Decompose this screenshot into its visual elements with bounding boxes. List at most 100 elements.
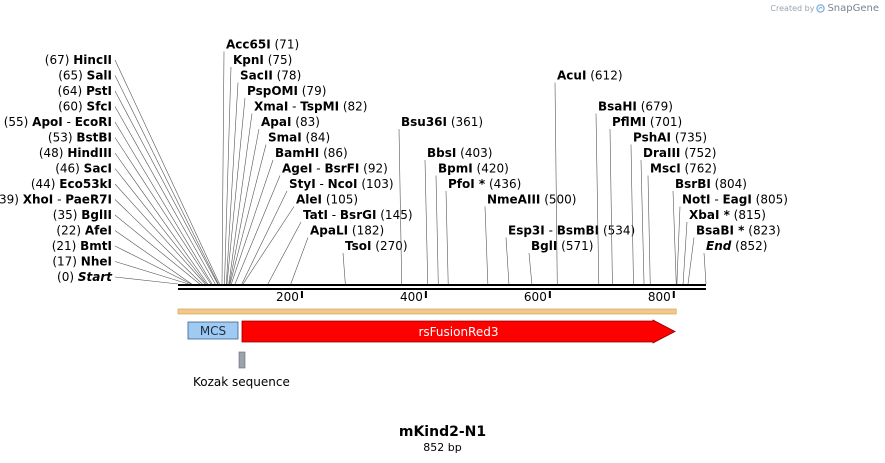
site-pshai[interactable]: PshAI (735)	[630, 131, 707, 285]
site-apoiecori[interactable]: (55) ApoI - EcoRI	[4, 115, 213, 285]
site-xmaitspmi[interactable]: XmaI - TspMI (82)	[228, 100, 368, 285]
svg-text:Acc65I (71): Acc65I (71)	[226, 38, 299, 52]
svg-text:(55) ApoI - EcoRI: (55) ApoI - EcoRI	[4, 115, 112, 129]
site-leader-line	[114, 90, 218, 285]
site-bbsi[interactable]: BbsI (403)	[424, 146, 492, 285]
site-leader-line	[424, 159, 429, 285]
site-nhei[interactable]: (17) NheI	[52, 255, 189, 285]
sequence-length: 852 bp	[423, 441, 462, 454]
site-name: MscI	[650, 162, 681, 176]
site-position: (46)	[55, 162, 83, 176]
site-bamhi[interactable]: BamHI (86)	[231, 146, 348, 285]
svg-text:(39) XhoI - PaeR7I: (39) XhoI - PaeR7I	[0, 193, 112, 207]
site-kpni[interactable]: KpnI (75)	[224, 53, 292, 285]
feature-shape	[187, 321, 239, 340]
site-position: (823)	[744, 224, 780, 238]
svg-text:(46) SacI: (46) SacI	[55, 162, 112, 176]
site-notieagi[interactable]: NotI - EagI (805)	[676, 193, 788, 285]
site-apali[interactable]: ApaLI (182)	[290, 224, 384, 285]
site-position: (762)	[681, 162, 717, 176]
site-nmeaiii[interactable]: NmeAIII (500)	[484, 193, 576, 285]
site-leader-line	[554, 82, 558, 285]
feature-rsfusionred3[interactable]: rsFusionRed3	[241, 319, 676, 344]
site-name: PstI	[86, 84, 112, 98]
site-bgli[interactable]: BglI (571)	[528, 239, 593, 285]
site-styincoi[interactable]: StyI - NcoI (103)	[241, 177, 394, 285]
site-pfoi[interactable]: PfoI * (436)	[445, 177, 521, 285]
site-bglii[interactable]: (35) BglII	[53, 208, 200, 285]
site-leader-line	[398, 128, 403, 285]
site-name: EcoRI	[75, 115, 112, 129]
site-bsu36i[interactable]: Bsu36I (361)	[398, 115, 483, 285]
site-sali[interactable]: (65) SalI	[58, 69, 219, 285]
site-position: (21)	[52, 239, 80, 253]
site-name: XbaI *	[689, 208, 731, 222]
site-sacii[interactable]: SacII (78)	[226, 69, 301, 285]
svg-text:End (852): End (852)	[706, 239, 767, 253]
site-position: (182)	[348, 224, 384, 238]
feature-kozak[interactable]: Kozak sequence	[193, 351, 290, 389]
site-start[interactable]: (0) Start	[57, 270, 179, 285]
site-bsahi[interactable]: BsaHI (679)	[595, 100, 673, 285]
svg-text:PfoI * (436): PfoI * (436)	[448, 177, 521, 191]
site-bsabi[interactable]: BsaBI * (823)	[687, 224, 781, 285]
site-acc65i[interactable]: Acc65I (71)	[221, 38, 299, 285]
site-bstbi[interactable]: (53) BstBI	[48, 131, 212, 285]
site-name: PflMI	[612, 115, 646, 129]
site-pspomi[interactable]: PspOMI (79)	[226, 84, 326, 285]
site-saci[interactable]: (46) SacI	[55, 162, 207, 285]
site-leader-line	[229, 144, 267, 285]
site-alei[interactable]: AleI (105)	[242, 193, 358, 285]
feature-mcs[interactable]: MCS	[187, 321, 239, 340]
site-name: Start	[78, 270, 113, 284]
site-bsrbi[interactable]: BsrBI (804)	[672, 177, 747, 285]
site-position: (735)	[671, 131, 707, 145]
site-position: (84)	[302, 131, 330, 145]
site-sfci[interactable]: (60) SfcI	[58, 100, 216, 285]
site-name: HindIII	[67, 146, 112, 160]
site-name: XmaI	[254, 100, 288, 114]
svg-text:BsaHI (679): BsaHI (679)	[598, 100, 673, 114]
site-afei[interactable]: (22) AfeI	[56, 224, 192, 285]
site-pflmi[interactable]: PflMI (701)	[609, 115, 682, 285]
site-position: (65)	[58, 69, 86, 83]
site-name: ApaI	[261, 115, 291, 129]
svg-text:AleI (105): AleI (105)	[296, 193, 358, 207]
site-name: TatI	[303, 208, 328, 222]
site-draiii[interactable]: DraIII (752)	[640, 146, 716, 285]
site-bmti[interactable]: (21) BmtI	[52, 239, 192, 285]
site-eco53ki[interactable]: (44) Eco53kI	[31, 177, 206, 285]
svg-text:(0) Start: (0) Start	[57, 270, 113, 284]
site-hindiii[interactable]: (48) HindIII	[39, 146, 208, 285]
site-msci[interactable]: MscI (762)	[647, 162, 717, 285]
site-name: NcoI	[328, 177, 358, 191]
svg-text:XmaI - TspMI (82): XmaI - TspMI (82)	[254, 100, 367, 114]
site-psti[interactable]: (64) PstI	[58, 84, 218, 285]
site-position: (361)	[447, 115, 483, 129]
site-xhoipaer7i[interactable]: (39) XhoI - PaeR7I	[0, 193, 203, 285]
site-position: (79)	[298, 84, 326, 98]
site-xbai[interactable]: XbaI * (815)	[682, 208, 766, 285]
site-smai[interactable]: SmaI (84)	[229, 131, 330, 285]
site-bpmi[interactable]: BpmI (420)	[435, 162, 509, 285]
svg-text:(48) HindIII: (48) HindIII	[39, 146, 112, 160]
site-leader-line	[114, 245, 192, 285]
site-name: NmeAIII	[487, 193, 540, 207]
site-esp3ibsmbi[interactable]: Esp3I - BsmBI (534)	[505, 224, 635, 285]
site-tsoi[interactable]: TsoI (270)	[342, 239, 408, 285]
site-leader-line	[290, 237, 309, 285]
site-position: (78)	[273, 69, 301, 83]
site-hincii[interactable]: (67) HincII	[45, 53, 220, 285]
site-position: (64)	[58, 84, 86, 98]
site-tatibsrgi[interactable]: TatI - BsrGI (145)	[267, 208, 413, 285]
site-name: SacII	[240, 69, 273, 83]
site-ageibsrfi[interactable]: AgeI - BsrFI (92)	[234, 162, 388, 285]
site-name: Esp3I	[508, 224, 545, 238]
site-leader-line	[114, 261, 189, 285]
site-name: KpnI	[233, 53, 264, 67]
site-apai[interactable]: ApaI (83)	[229, 115, 320, 285]
orf-track[interactable]	[177, 308, 677, 315]
site-end[interactable]: End (852)	[703, 239, 767, 285]
site-position: (39)	[0, 193, 23, 207]
site-acui[interactable]: AcuI (612)	[554, 69, 623, 285]
